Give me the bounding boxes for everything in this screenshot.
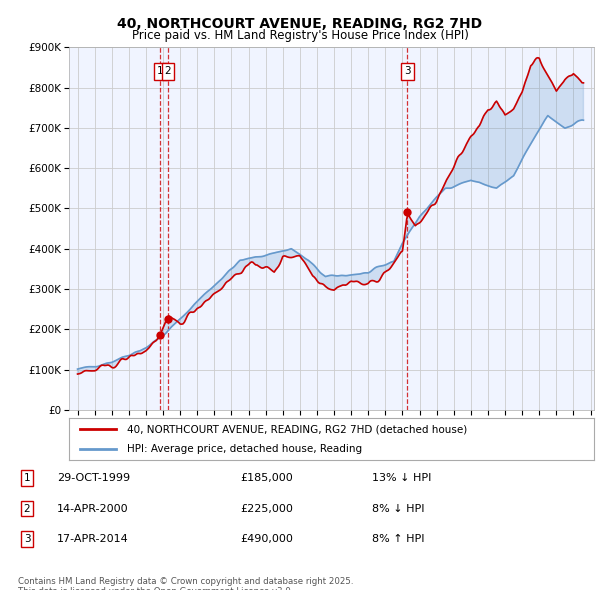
Text: 3: 3 xyxy=(23,535,31,544)
Text: 3: 3 xyxy=(404,67,411,76)
Text: Contains HM Land Registry data © Crown copyright and database right 2025.
This d: Contains HM Land Registry data © Crown c… xyxy=(18,577,353,590)
Text: HPI: Average price, detached house, Reading: HPI: Average price, detached house, Read… xyxy=(127,444,362,454)
Text: 17-APR-2014: 17-APR-2014 xyxy=(57,535,129,544)
Text: 8% ↑ HPI: 8% ↑ HPI xyxy=(372,535,425,544)
Text: £490,000: £490,000 xyxy=(240,535,293,544)
Text: 29-OCT-1999: 29-OCT-1999 xyxy=(57,473,130,483)
Text: 2: 2 xyxy=(23,504,31,513)
Text: £185,000: £185,000 xyxy=(240,473,293,483)
Text: Price paid vs. HM Land Registry's House Price Index (HPI): Price paid vs. HM Land Registry's House … xyxy=(131,30,469,42)
Text: £225,000: £225,000 xyxy=(240,504,293,513)
Text: 8% ↓ HPI: 8% ↓ HPI xyxy=(372,504,425,513)
Text: 1: 1 xyxy=(23,473,31,483)
Text: 2: 2 xyxy=(165,67,172,76)
Text: 14-APR-2000: 14-APR-2000 xyxy=(57,504,128,513)
Text: 1: 1 xyxy=(157,67,163,76)
Text: 40, NORTHCOURT AVENUE, READING, RG2 7HD (detached house): 40, NORTHCOURT AVENUE, READING, RG2 7HD … xyxy=(127,424,467,434)
Text: 40, NORTHCOURT AVENUE, READING, RG2 7HD: 40, NORTHCOURT AVENUE, READING, RG2 7HD xyxy=(118,17,482,31)
Text: 13% ↓ HPI: 13% ↓ HPI xyxy=(372,473,431,483)
